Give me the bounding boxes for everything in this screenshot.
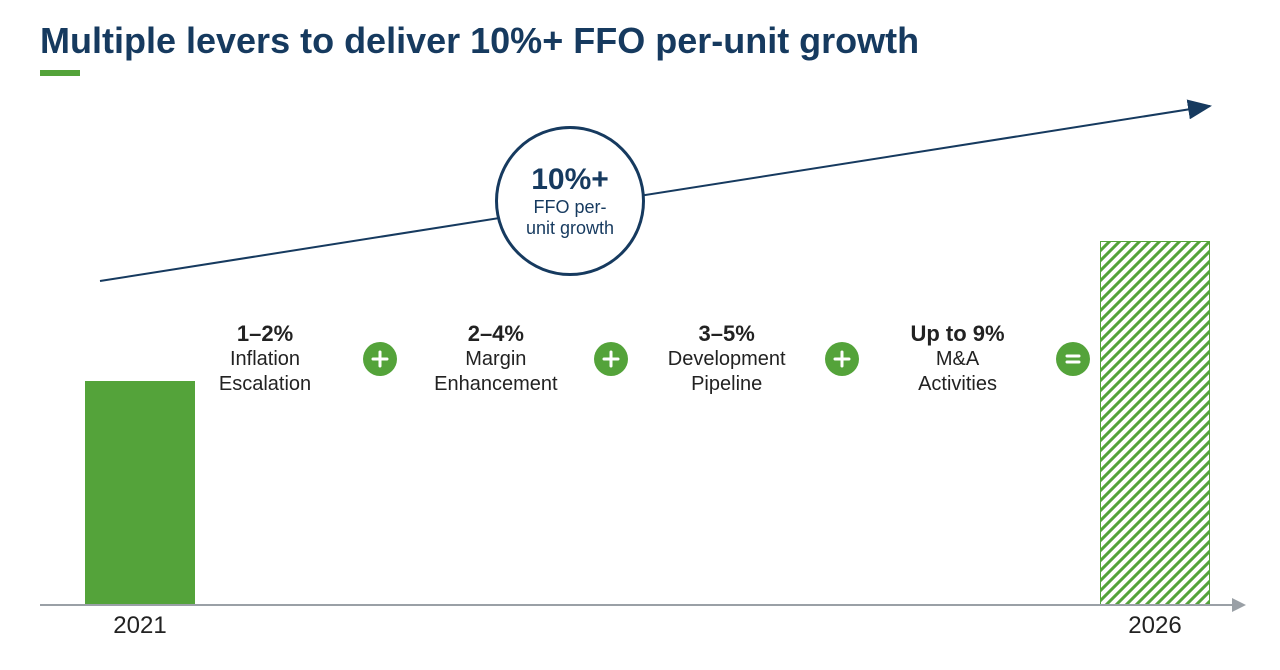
growth-subtitle-line2: unit growth xyxy=(526,218,614,239)
growth-percent: 10%+ xyxy=(531,163,609,197)
slide: Multiple levers to deliver 10%+ FFO per-… xyxy=(0,0,1280,670)
chart-area: 10%+ FFO per- unit growth 1–2% Inflation… xyxy=(40,86,1240,646)
trend-arrow xyxy=(40,86,1240,646)
slide-title: Multiple levers to deliver 10%+ FFO per-… xyxy=(40,20,1240,62)
growth-subtitle-line1: FFO per- xyxy=(533,197,606,218)
title-accent-bar xyxy=(40,70,80,76)
growth-circle: 10%+ FFO per- unit growth xyxy=(495,126,645,276)
